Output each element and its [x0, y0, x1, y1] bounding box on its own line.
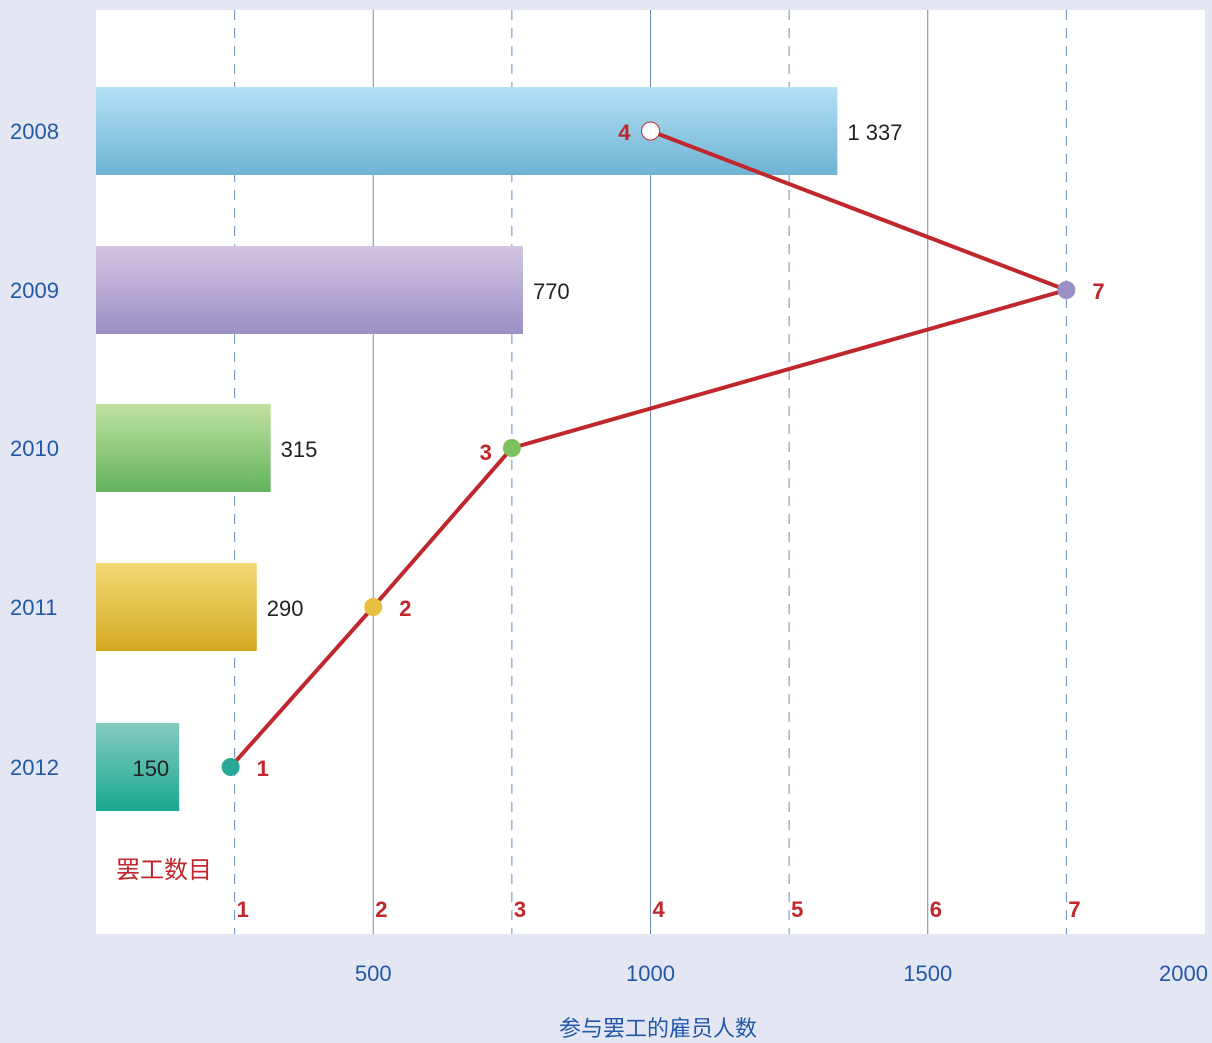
bar-2010 [96, 404, 271, 492]
strike-label-2009: 7 [1092, 279, 1104, 304]
strike-label-2011: 2 [399, 596, 411, 621]
bar-2012 [96, 723, 180, 811]
strike-point-2010 [502, 439, 521, 457]
strike-point-2011 [364, 598, 383, 616]
value-label-2009: 770 [533, 279, 570, 304]
strike-label-2008: 4 [618, 120, 631, 145]
x-tick-500: 500 [355, 961, 392, 986]
strike-scale-tick-5: 5 [791, 897, 803, 922]
year-label-2010: 2010 [10, 436, 59, 461]
strike-label-2012: 1 [257, 756, 269, 781]
x-axis-title: 参与罢工的雇员人数 [559, 1016, 757, 1041]
value-label-2012: 150 [132, 756, 169, 781]
value-label-2010: 315 [281, 437, 318, 462]
strike-scale-tick-6: 6 [930, 897, 942, 922]
year-label-2009: 2009 [10, 278, 59, 303]
year-label-2008: 2008 [10, 119, 59, 144]
strike-label-2010: 3 [480, 440, 492, 465]
strike-point-2009 [1057, 281, 1076, 299]
value-label-2011: 290 [267, 596, 304, 621]
x-tick-1500: 1500 [903, 961, 952, 986]
strike-scale-tick-3: 3 [514, 897, 526, 922]
strike-scale-tick-7: 7 [1068, 897, 1080, 922]
year-label-2012: 2012 [10, 755, 59, 780]
bar-2011 [96, 563, 257, 651]
x-tick-1000: 1000 [626, 961, 675, 986]
strike-point-2008 [641, 121, 660, 141]
value-label-2008: 1 337 [847, 120, 902, 145]
bar-2009 [96, 246, 523, 334]
strike-point-2012 [221, 758, 240, 776]
legend-strike-count: 罢工数目 [116, 857, 212, 884]
strike-scale-tick-2: 2 [375, 897, 387, 922]
bar-2008 [96, 87, 838, 175]
x-tick-2000: 2000 [1159, 961, 1208, 986]
year-label-2011: 2011 [10, 595, 57, 620]
strike-scale-tick-4: 4 [653, 897, 666, 922]
strike-scale-tick-1: 1 [237, 897, 249, 922]
